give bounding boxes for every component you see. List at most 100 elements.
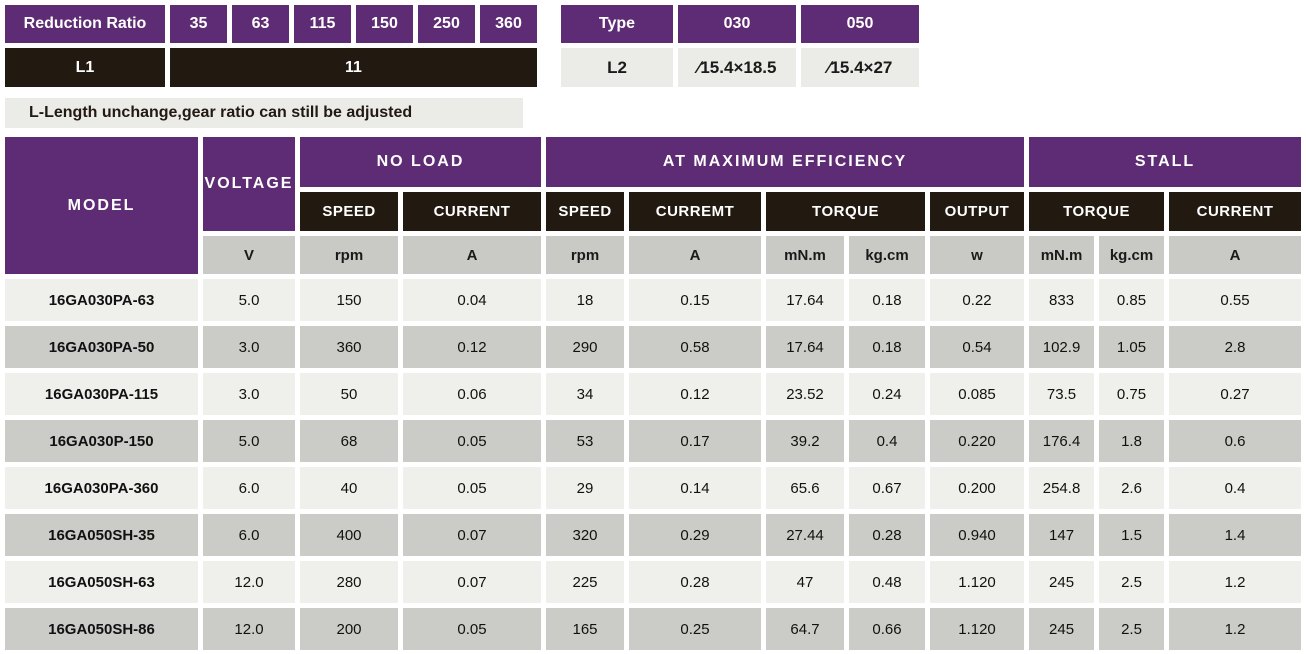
model-cell: 16GA030P-150: [5, 420, 198, 462]
unit-amp: A: [403, 236, 541, 274]
value-cell: 225: [546, 561, 624, 603]
value-cell: 0.15: [629, 279, 761, 321]
model-cell: 16GA030PA-63: [5, 279, 198, 321]
value-cell: 0.05: [403, 420, 541, 462]
value-cell: 2.5: [1099, 561, 1165, 603]
value-cell: 0.66: [849, 608, 925, 650]
value-cell: 245: [1029, 608, 1095, 650]
unit-amp: A: [1169, 236, 1302, 274]
l1-value: 11: [170, 48, 537, 87]
unit-amp: A: [629, 236, 761, 274]
table-row: 16GA030P-150 5.0 68 0.05 53 0.17 39.2 0.4 0.220 1…: [5, 420, 1302, 462]
value-cell: 40: [300, 467, 398, 509]
value-cell: 5.0: [203, 279, 295, 321]
value-cell: 12.0: [203, 608, 295, 650]
value-cell: 1.2: [1169, 561, 1302, 603]
value-cell: 0.75: [1099, 373, 1165, 415]
value-cell: 6.0: [203, 467, 295, 509]
table-row: 16GA030PA-50 3.0 360 0.12 290 0.58 17.64 0.18 0.…: [5, 326, 1302, 368]
l1-label: L1: [5, 48, 165, 87]
type-header: Type: [561, 5, 673, 43]
value-cell: 0.4: [1169, 467, 1302, 509]
ratio-value: 360: [480, 5, 537, 43]
model-cell: 16GA050SH-35: [5, 514, 198, 556]
value-cell: 0.085: [930, 373, 1025, 415]
value-cell: 50: [300, 373, 398, 415]
value-cell: 5.0: [203, 420, 295, 462]
value-cell: 6.0: [203, 514, 295, 556]
ratio-value: 63: [232, 5, 289, 43]
value-cell: 1.4: [1169, 514, 1302, 556]
max-eff-output-header: OUTPUT: [930, 192, 1025, 231]
value-cell: 0.07: [403, 514, 541, 556]
value-cell: 68: [300, 420, 398, 462]
value-cell: 0.54: [930, 326, 1025, 368]
value-cell: 0.22: [930, 279, 1025, 321]
stall-torque-header: TORQUE: [1029, 192, 1165, 231]
value-cell: 150: [300, 279, 398, 321]
table-row: 16GA050SH-35 6.0 400 0.07 320 0.29 27.44 0.28 0.…: [5, 514, 1302, 556]
value-cell: 0.200: [930, 467, 1025, 509]
value-cell: 0.28: [629, 561, 761, 603]
value-cell: 0.04: [403, 279, 541, 321]
value-cell: 47: [766, 561, 844, 603]
type-050: 050: [801, 5, 919, 43]
no-load-speed-header: SPEED: [300, 192, 398, 231]
value-cell: 3.0: [203, 326, 295, 368]
value-cell: 73.5: [1029, 373, 1095, 415]
value-cell: 1.8: [1099, 420, 1165, 462]
unit-rpm: rpm: [546, 236, 624, 274]
ratio-value: 115: [294, 5, 351, 43]
value-cell: 1.120: [930, 561, 1025, 603]
voltage-column-header: VOLTAGE: [203, 137, 295, 231]
model-cell: 16GA030PA-50: [5, 326, 198, 368]
model-cell: 16GA050SH-86: [5, 608, 198, 650]
value-cell: 0.12: [629, 373, 761, 415]
value-cell: 2.5: [1099, 608, 1165, 650]
value-cell: 0.48: [849, 561, 925, 603]
l2-value-030: ∕15.4×18.5: [678, 48, 796, 87]
value-cell: 0.4: [849, 420, 925, 462]
reduction-ratio-block: Reduction Ratio 35 63 115 150 250 360 L1…: [0, 0, 542, 128]
top-section: Reduction Ratio 35 63 115 150 250 360 L1…: [0, 0, 1306, 128]
l2-value-050: ∕15.4×27: [801, 48, 919, 87]
value-cell: 27.44: [766, 514, 844, 556]
type-030: 030: [678, 5, 796, 43]
value-cell: 0.67: [849, 467, 925, 509]
value-cell: 18: [546, 279, 624, 321]
value-cell: 12.0: [203, 561, 295, 603]
value-cell: 254.8: [1029, 467, 1095, 509]
no-load-group-header: NO LOAD: [300, 137, 541, 187]
value-cell: 280: [300, 561, 398, 603]
value-cell: 2.6: [1099, 467, 1165, 509]
value-cell: 17.64: [766, 279, 844, 321]
ratio-value: 250: [418, 5, 475, 43]
model-column-header: MODEL: [5, 137, 198, 274]
model-cell: 16GA030PA-360: [5, 467, 198, 509]
value-cell: 0.940: [930, 514, 1025, 556]
value-cell: 0.6: [1169, 420, 1302, 462]
value-cell: 360: [300, 326, 398, 368]
model-cell: 16GA050SH-63: [5, 561, 198, 603]
table-row: 16GA030PA-360 6.0 40 0.05 29 0.14 65.6 0.67 0.20…: [5, 467, 1302, 509]
unit-mnm: mN.m: [1029, 236, 1095, 274]
table-row: 16GA030PA-63 5.0 150 0.04 18 0.15 17.64 0.18 0.2…: [5, 279, 1302, 321]
reduction-ratio-table: Reduction Ratio 35 63 115 150 250 360 L1…: [0, 0, 542, 92]
max-eff-current-header: CURREMT: [629, 192, 761, 231]
value-cell: 1.5: [1099, 514, 1165, 556]
value-cell: 29: [546, 467, 624, 509]
value-cell: 102.9: [1029, 326, 1095, 368]
value-cell: 0.220: [930, 420, 1025, 462]
type-table: Type 030 050 L2 ∕15.4×18.5 ∕15.4×27: [556, 0, 924, 92]
length-note: L-Length unchange,gear ratio can still b…: [5, 98, 523, 128]
l2-label: L2: [561, 48, 673, 87]
value-cell: 245: [1029, 561, 1095, 603]
table-row: 16GA050SH-86 12.0 200 0.05 165 0.25 64.7 0.66 1.…: [5, 608, 1302, 650]
value-cell: 0.25: [629, 608, 761, 650]
unit-rpm: rpm: [300, 236, 398, 274]
value-cell: 0.85: [1099, 279, 1165, 321]
value-cell: 0.24: [849, 373, 925, 415]
value-cell: 0.28: [849, 514, 925, 556]
value-cell: 147: [1029, 514, 1095, 556]
no-load-current-header: CURRENT: [403, 192, 541, 231]
